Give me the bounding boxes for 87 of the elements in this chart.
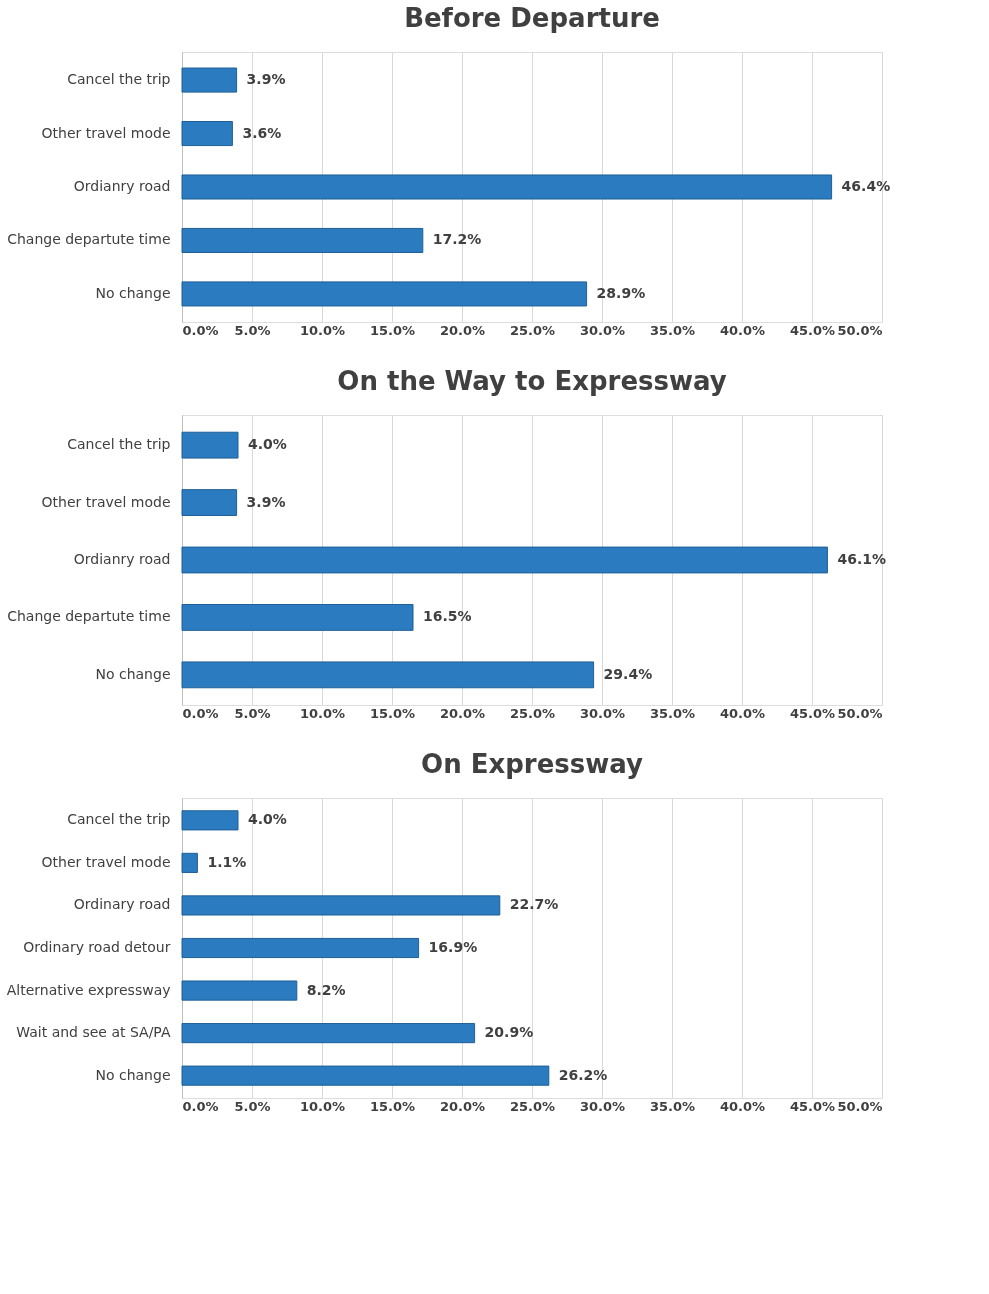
y-tick-label: Wait and see at SA/PA: [16, 1024, 171, 1041]
y-tick-label: Ordianry road: [73, 551, 171, 567]
x-tick-label: 0.0%: [182, 705, 219, 721]
data-label: 3.9%: [246, 493, 286, 510]
data-label: 20.9%: [484, 1024, 534, 1041]
x-tick-label: 30.0%: [579, 322, 626, 338]
y-tick-label: No change: [95, 1066, 171, 1083]
bar: [181, 661, 595, 689]
x-tick-label: 15.0%: [369, 1098, 416, 1114]
x-tick-label: 20.0%: [439, 1098, 486, 1114]
data-label: 16.9%: [428, 939, 478, 955]
x-tick-label: 10.0%: [299, 705, 346, 721]
y-tick-label: Other travel mode: [41, 493, 171, 510]
x-tick-label: 5.0%: [234, 1098, 271, 1114]
bar: [181, 431, 239, 459]
data-label: 28.9%: [596, 284, 646, 301]
y-tick-label: Ordinary road detour: [23, 939, 171, 955]
data-label: 4.0%: [248, 436, 287, 453]
x-tick-label: 50.0%: [837, 705, 883, 721]
y-tick-label: Ordianry road: [73, 178, 171, 194]
x-tick-label: 40.0%: [719, 322, 766, 338]
x-tick-label: 25.0%: [509, 705, 556, 721]
bar: [181, 852, 198, 873]
y-tick-label: Cancel the trip: [67, 71, 171, 88]
data-label: 1.1%: [207, 853, 247, 870]
y-tick-label: No change: [95, 284, 171, 301]
y-tick-label: Change departute time: [7, 231, 171, 248]
data-label: 4.0%: [248, 811, 287, 828]
y-tick-label: No change: [95, 665, 171, 682]
y-tick-label: Alternative expressway: [6, 981, 171, 998]
data-label: 8.2%: [306, 981, 346, 998]
bar: [181, 174, 833, 200]
x-tick-label: 0.0%: [182, 322, 219, 338]
x-tick-label: 45.0%: [789, 1098, 836, 1114]
bar: [181, 1023, 476, 1044]
bar: [181, 937, 420, 959]
x-tick-label: 15.0%: [369, 705, 416, 721]
chart-title: Before Departure: [404, 3, 660, 33]
x-tick-label: 50.0%: [837, 322, 883, 338]
bar: [181, 227, 424, 253]
chart-title: On Expressway: [421, 749, 644, 779]
x-tick-label: 45.0%: [789, 705, 836, 721]
bar: [181, 810, 239, 831]
x-tick-label: 50.0%: [837, 1098, 883, 1114]
data-label: 17.2%: [432, 231, 482, 248]
bar: [181, 489, 238, 516]
data-label: 46.1%: [837, 551, 886, 567]
x-tick-label: 10.0%: [299, 322, 346, 338]
y-tick-label: Cancel the trip: [67, 811, 171, 828]
x-tick-label: 20.0%: [439, 705, 486, 721]
x-tick-label: 15.0%: [369, 322, 416, 338]
chart-title: On the Way to Expressway: [337, 366, 727, 396]
x-tick-label: 35.0%: [649, 322, 696, 338]
y-tick-label: Change departute time: [7, 608, 171, 625]
x-tick-label: 5.0%: [234, 705, 271, 721]
x-tick-label: 5.0%: [234, 322, 271, 338]
x-tick-label: 0.0%: [182, 1098, 219, 1114]
bar: [181, 546, 828, 574]
bar: [181, 895, 501, 916]
bar: [181, 281, 588, 307]
x-tick-label: 10.0%: [299, 1098, 346, 1114]
x-tick-label: 45.0%: [789, 322, 836, 338]
y-tick-label: Cancel the trip: [67, 436, 171, 453]
data-label: 26.2%: [558, 1066, 608, 1083]
x-tick-label: 35.0%: [649, 705, 696, 721]
x-tick-label: 40.0%: [719, 1098, 766, 1114]
x-tick-label: 25.0%: [509, 1098, 556, 1114]
y-tick-label: Ordinary road: [73, 896, 171, 913]
x-tick-label: 25.0%: [509, 322, 556, 338]
data-label: 46.4%: [841, 178, 891, 194]
x-tick-label: 30.0%: [579, 705, 626, 721]
bar: [181, 1065, 550, 1086]
x-tick-label: 35.0%: [649, 1098, 696, 1114]
data-label: 16.5%: [423, 608, 472, 625]
x-tick-label: 30.0%: [579, 1098, 626, 1114]
x-tick-label: 40.0%: [719, 705, 766, 721]
bar: [181, 604, 414, 631]
bar: [181, 980, 298, 1001]
data-label: 22.7%: [509, 896, 559, 913]
data-label: 29.4%: [603, 665, 653, 682]
data-label: 3.6%: [242, 124, 282, 141]
y-tick-label: Other travel mode: [41, 124, 171, 141]
y-tick-label: Other travel mode: [41, 853, 171, 870]
data-label: 3.9%: [246, 71, 286, 88]
bar: [181, 67, 238, 93]
x-tick-label: 20.0%: [439, 322, 486, 338]
bar: [181, 121, 233, 147]
